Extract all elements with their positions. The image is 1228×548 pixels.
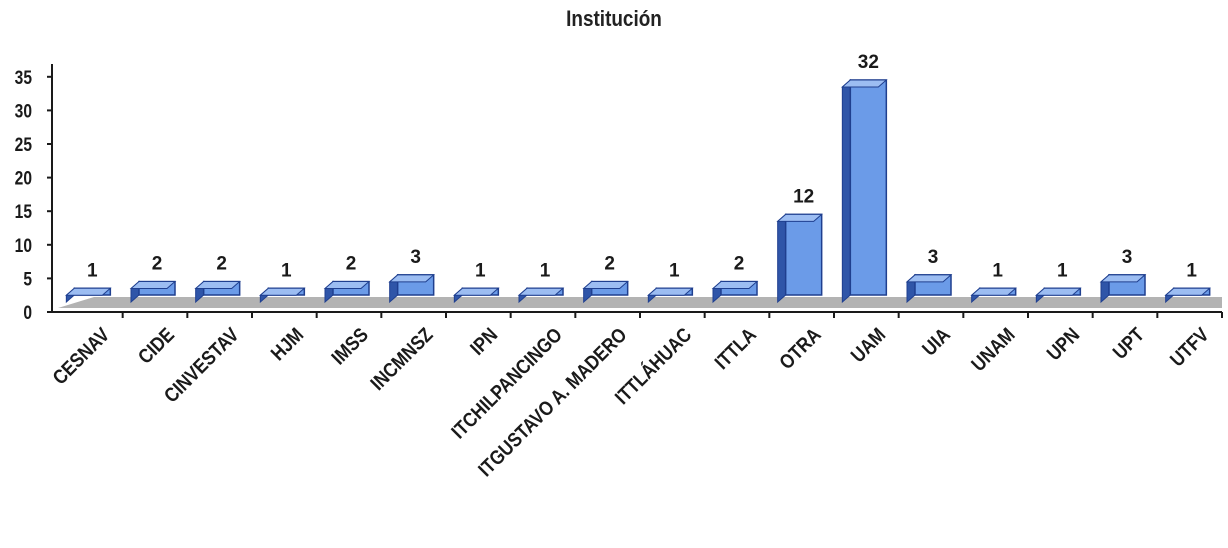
bar-group (323, 280, 371, 304)
bar-group (194, 280, 241, 304)
y-tick-label: 0 (23, 302, 32, 324)
bar-group (776, 213, 823, 304)
bar-top (905, 274, 953, 283)
bar-top (1164, 287, 1211, 296)
data-label: 2 (734, 254, 745, 275)
bar-top (647, 287, 694, 296)
bar-top (970, 287, 1017, 296)
y-tick-label: 20 (15, 167, 32, 189)
y-tick-label: 35 (15, 66, 33, 88)
data-label: 1 (540, 260, 551, 281)
data-label: 1 (281, 260, 292, 281)
bar-group (1035, 287, 1082, 304)
x-tick-label: ITCHILPANCINGO (447, 323, 567, 443)
data-label: 1 (1186, 260, 1197, 281)
bar-group (388, 273, 435, 304)
y-tick-label: 30 (15, 100, 32, 122)
x-tick-label: HJM (266, 323, 308, 365)
bar-group (65, 287, 112, 304)
bar-group (453, 287, 500, 304)
data-label: 12 (793, 186, 814, 207)
y-tick-label: 15 (15, 201, 33, 223)
y-tick-label: 5 (23, 268, 32, 290)
bar (849, 79, 888, 296)
x-tick-label: UTFV (1165, 323, 1213, 371)
chart-floor (58, 297, 1222, 308)
bar-group (905, 273, 953, 304)
x-tick-label: INCMNSZ (366, 323, 437, 394)
bar-top (453, 287, 500, 296)
bar-top (65, 287, 112, 296)
data-label: 1 (669, 260, 680, 281)
bar-side (841, 78, 851, 304)
x-tick-label: UAM (846, 323, 890, 367)
x-tick-label: IMSS (327, 323, 373, 369)
data-label: 1 (992, 260, 1003, 281)
bar-group (841, 78, 888, 304)
y-tick-label: 25 (15, 134, 33, 156)
data-label: 2 (152, 254, 163, 275)
bar-group (517, 287, 565, 304)
data-label: 3 (1122, 247, 1133, 268)
bar-top (841, 79, 888, 88)
data-label: 32 (858, 52, 879, 73)
data-label: 2 (346, 254, 357, 275)
bar-top (323, 281, 371, 290)
x-tick-label: CESNAV (48, 323, 114, 389)
bar-side (777, 213, 787, 304)
bar-group (647, 287, 694, 304)
x-tick-label: UIA (918, 323, 955, 360)
data-label: 3 (410, 247, 421, 268)
bar-top (1099, 274, 1147, 283)
bar-top (259, 287, 306, 296)
bar-top (711, 281, 759, 290)
bar-top (582, 281, 629, 290)
x-tick-label: CIDE (133, 323, 178, 368)
x-tick-label: UPT (1108, 323, 1149, 364)
y-tick-label: 10 (15, 234, 32, 256)
bar-top (388, 274, 435, 283)
bar-group (582, 280, 629, 304)
bar-group (711, 280, 759, 304)
bar-group (129, 280, 177, 304)
bar-top (517, 287, 565, 296)
bar-top (129, 281, 177, 290)
data-label: 2 (216, 254, 227, 275)
bar-group (259, 287, 306, 304)
data-label: 1 (475, 260, 486, 281)
x-tick-label: ITTLA (710, 323, 760, 373)
bar-group (1099, 273, 1147, 304)
data-label: 1 (87, 260, 98, 281)
x-tick-label: UPN (1042, 323, 1084, 365)
chart-title: Institución (566, 6, 662, 31)
data-label: 2 (604, 254, 615, 275)
x-tick-label: IPN (466, 323, 502, 359)
bar-top (194, 281, 241, 290)
x-tick-label: OTRA (775, 323, 825, 373)
bar (784, 213, 823, 296)
bar-top (776, 213, 823, 222)
bar-top (1035, 287, 1082, 296)
bar-group (970, 287, 1017, 304)
bar-group (1164, 287, 1211, 304)
data-label: 3 (928, 247, 939, 268)
x-tick-label: UNAM (967, 323, 1019, 375)
data-label: 1 (1057, 260, 1068, 281)
